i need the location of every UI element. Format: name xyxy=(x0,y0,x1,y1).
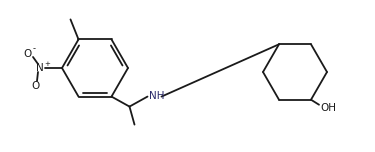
Text: N: N xyxy=(36,63,44,73)
Text: +: + xyxy=(44,61,50,67)
Text: NH: NH xyxy=(150,91,165,101)
Text: O: O xyxy=(24,49,32,59)
Text: O: O xyxy=(31,81,39,91)
Text: -: - xyxy=(33,45,36,54)
Text: OH: OH xyxy=(320,103,336,113)
